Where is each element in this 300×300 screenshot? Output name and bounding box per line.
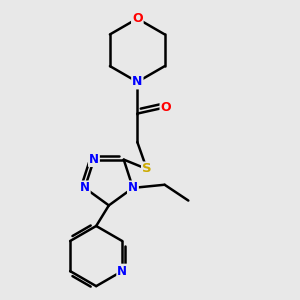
Text: S: S: [142, 163, 152, 176]
Text: N: N: [80, 182, 90, 194]
Text: N: N: [89, 153, 99, 166]
Text: O: O: [132, 12, 142, 25]
Text: O: O: [160, 101, 171, 114]
Text: N: N: [128, 182, 138, 194]
Text: N: N: [132, 75, 142, 88]
Text: N: N: [117, 265, 127, 278]
